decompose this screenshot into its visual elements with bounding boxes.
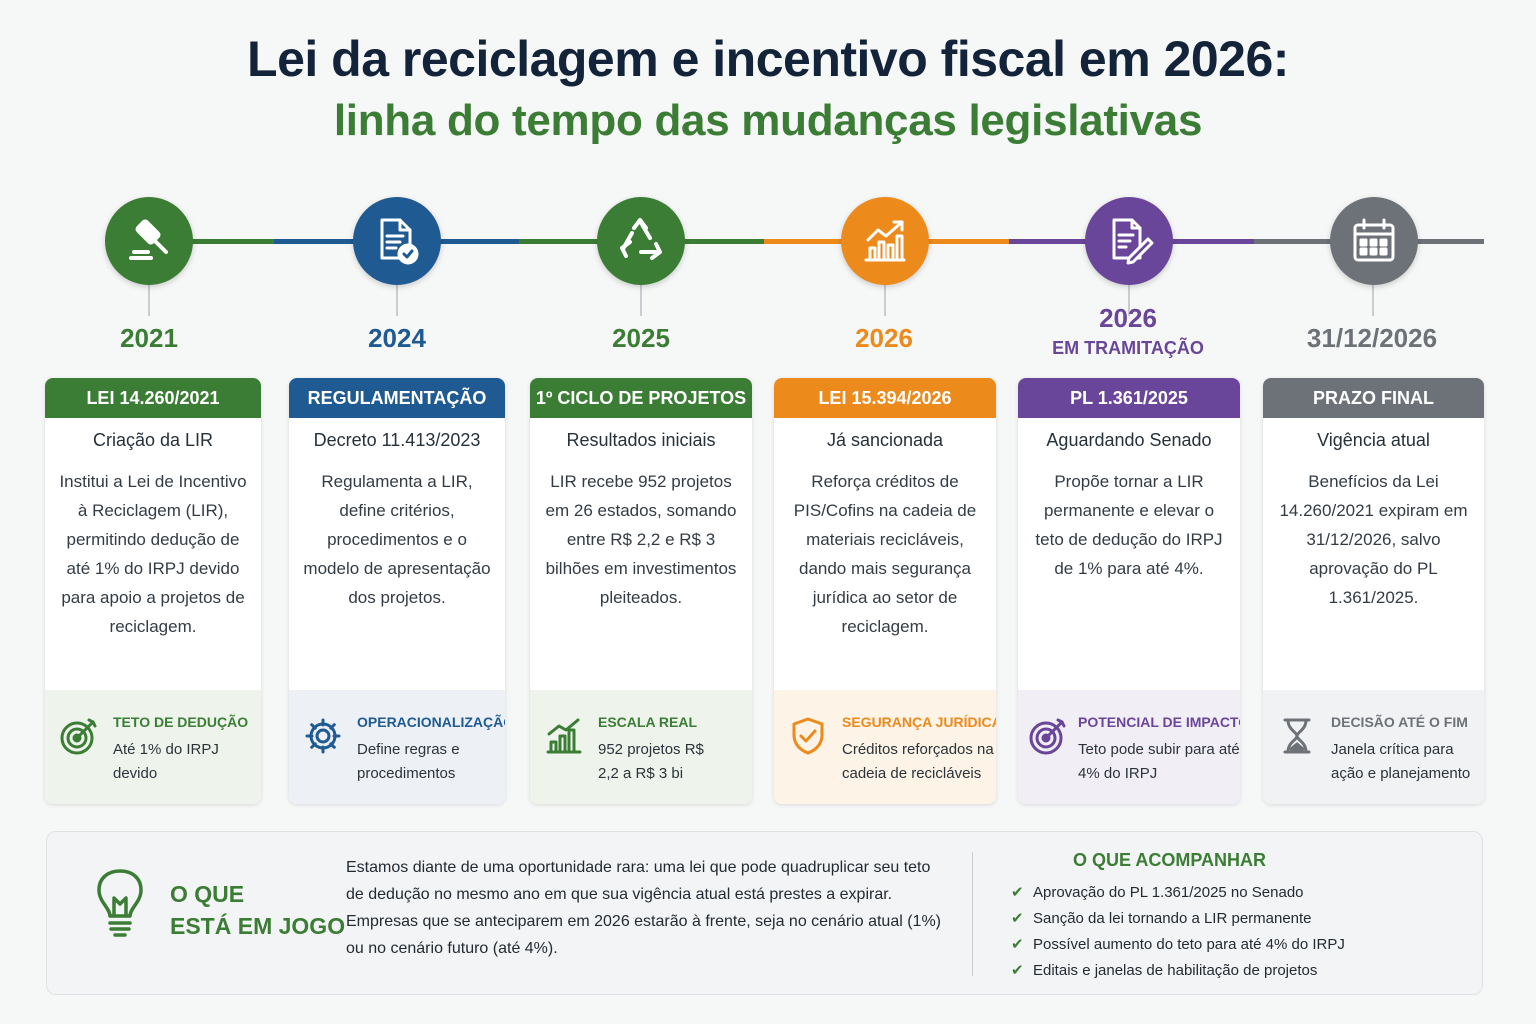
gear-icon bbox=[305, 718, 341, 754]
card-subtitle: Já sancionada bbox=[826, 430, 944, 450]
stakes-title-line: O QUE bbox=[170, 881, 245, 907]
card-title: 1º CICLO DE PROJETOS bbox=[530, 378, 752, 418]
calendar-icon bbox=[1353, 218, 1395, 262]
card-footer-description: Até 1% do IRPJ devido bbox=[113, 741, 219, 782]
milestone-card: PL 1.361/2025 Aguardando Senado Propõe t… bbox=[1018, 378, 1240, 804]
watch-item-label: Sanção da lei tornando a LIR permanente bbox=[1033, 910, 1312, 927]
year-status-label: EM TRAMITAÇÃO bbox=[1052, 338, 1204, 358]
timeline-stem bbox=[1128, 284, 1130, 316]
card-description: Benefícios da Lei 14.260/2021 expiram em… bbox=[1279, 472, 1468, 607]
stakes-text: Estamos diante de uma oportunidade rara:… bbox=[346, 859, 941, 957]
timeline-stem bbox=[640, 284, 642, 316]
card-footer-description: Teto pode subir para até 4% do IRPJ bbox=[1078, 741, 1240, 782]
card-title: LEI 15.394/2026 bbox=[774, 378, 996, 418]
card-footer-title: TETO DE DEDUÇÃO bbox=[113, 714, 249, 730]
card-footer: POTENCIAL DE IMPACTO Teto pode subir par… bbox=[1018, 690, 1240, 804]
watch-item-label: Editais e janelas de habilitação de proj… bbox=[1033, 962, 1318, 979]
card-footer-description: Define regras e procedimentos bbox=[357, 741, 460, 782]
watch-item: ✔ Editais e janelas de habilitação de pro… bbox=[1011, 958, 1345, 984]
target-icon bbox=[60, 718, 97, 755]
growth-chart-icon bbox=[864, 220, 906, 262]
watch-item: ✔ Possível aumento do teto para até 4% do… bbox=[1011, 932, 1345, 958]
card-title: LEI 14.260/2021 bbox=[45, 378, 261, 418]
card-description: LIR recebe 952 projetos em 26 estados, s… bbox=[545, 472, 737, 607]
milestone-card: LEI 15.394/2026 Já sancionada Reforça cr… bbox=[774, 378, 996, 804]
card-title: PL 1.361/2025 bbox=[1018, 378, 1240, 418]
card-title: PRAZO FINAL bbox=[1263, 378, 1484, 418]
stakes-title-line: ESTÁ EM JOGO bbox=[170, 913, 346, 939]
year-label: 31/12/2026 bbox=[1306, 323, 1438, 353]
milestone-node-2025 bbox=[597, 197, 685, 285]
target-icon bbox=[1029, 718, 1066, 755]
card-footer: TETO DE DEDUÇÃO Até 1% do IRPJ devido bbox=[45, 690, 261, 804]
card-footer: OPERACIONALIZAÇÃO Define regras e proced… bbox=[289, 690, 505, 804]
card-footer-description: Créditos reforçados na cadeia de reciclá… bbox=[842, 741, 994, 782]
year-label: 2026 bbox=[1099, 303, 1157, 333]
card-subtitle: Criação da LIR bbox=[92, 430, 214, 450]
page-title: Lei da reciclagem e incentivo fiscal em … bbox=[247, 31, 1289, 87]
year-label: 2025 bbox=[612, 323, 670, 353]
year-label: 2026 bbox=[855, 323, 913, 353]
card-footer-title: DECISÃO ATÉ O FIM bbox=[1331, 714, 1468, 730]
card-description: Regulamenta a LIR, define critérios, pro… bbox=[303, 472, 491, 607]
card-subtitle: Aguardando Senado bbox=[1046, 430, 1212, 450]
recycle-icon bbox=[620, 218, 662, 260]
card-subtitle: Resultados iniciais bbox=[566, 430, 716, 450]
card-footer-title: POTENCIAL DE IMPACTO bbox=[1078, 714, 1240, 730]
milestone-card: PRAZO FINAL Vigência atual Benefícios da… bbox=[1263, 378, 1484, 804]
milestone-card: 1º CICLO DE PROJETOS Resultados iniciais… bbox=[530, 378, 752, 804]
watch-title: O QUE ACOMPANHAR bbox=[1073, 850, 1266, 870]
milestone-node-2024 bbox=[353, 197, 441, 285]
shield-check-icon bbox=[792, 717, 824, 755]
year-label: 2021 bbox=[120, 323, 178, 353]
card-description: Institui a Lei de Incentivo à Reciclagem… bbox=[59, 472, 247, 636]
watch-item: ✔ Sanção da lei tornando a LIR permanente bbox=[1011, 906, 1345, 932]
card-footer-title: ESCALA REAL bbox=[598, 714, 698, 730]
card-description: Propõe tornar a LIR permanente e elevar … bbox=[1035, 472, 1223, 578]
check-icon: ✔ bbox=[1011, 936, 1024, 953]
document-check-icon bbox=[380, 218, 419, 265]
watch-item-label: Aprovação do PL 1.361/2025 no Senado bbox=[1033, 884, 1304, 901]
stakes-title: O QUE ESTÁ EM JOGO bbox=[170, 878, 345, 942]
milestone-card: LEI 14.260/2021 Criação da LIR Institui … bbox=[45, 378, 261, 804]
check-icon: ✔ bbox=[1011, 910, 1024, 927]
hourglass-icon bbox=[1283, 718, 1311, 754]
timeline-stem bbox=[148, 284, 150, 316]
card-subtitle: Vigência atual bbox=[1317, 430, 1430, 450]
card-footer: ESCALA REAL 952 projetos R$ 2,2 a R$ 3 b… bbox=[530, 690, 752, 804]
card-footer-description: Janela crítica para ação e planejamento bbox=[1331, 741, 1471, 782]
timeline-stem bbox=[884, 284, 886, 316]
milestone-node-2026 bbox=[841, 197, 929, 285]
card-footer-title: SEGURANÇA JURÍDICA bbox=[842, 714, 996, 730]
timeline-stem bbox=[1372, 284, 1374, 316]
bar-chart-icon bbox=[546, 718, 582, 754]
card-title: REGULAMENTAÇÃO bbox=[289, 378, 505, 418]
timeline-segment bbox=[149, 239, 274, 244]
card-footer-description: 952 projetos R$ 2,2 a R$ 3 bi bbox=[598, 741, 704, 782]
milestone-card: REGULAMENTAÇÃO Decreto 11.413/2023 Regul… bbox=[289, 378, 505, 804]
year-label: 2024 bbox=[368, 323, 426, 353]
card-subtitle: Decreto 11.413/2023 bbox=[313, 430, 481, 450]
watch-item-label: Possível aumento do teto para até 4% do … bbox=[1033, 936, 1345, 953]
page-subtitle: linha do tempo das mudanças legislativas bbox=[333, 96, 1203, 145]
watch-item: ✔ Aprovação do PL 1.361/2025 no Senado bbox=[1011, 880, 1345, 906]
check-icon: ✔ bbox=[1011, 884, 1024, 901]
divider bbox=[972, 852, 973, 976]
card-footer: DECISÃO ATÉ O FIM Janela crítica para aç… bbox=[1263, 690, 1484, 804]
card-footer-title: OPERACIONALIZAÇÃO bbox=[357, 714, 505, 730]
card-description: Reforça créditos de PIS/Cofins na cadeia… bbox=[793, 472, 977, 636]
lightbulb-icon bbox=[97, 869, 143, 937]
card-footer: SEGURANÇA JURÍDICA Créditos reforçados n… bbox=[774, 690, 996, 804]
milestone-node-2021 bbox=[105, 197, 193, 285]
check-icon: ✔ bbox=[1011, 962, 1024, 979]
document-pen-icon bbox=[1112, 218, 1154, 265]
milestone-node-2026-tramitacao bbox=[1085, 197, 1173, 285]
timeline-stem bbox=[396, 284, 398, 316]
gavel-icon bbox=[129, 219, 168, 260]
stakes-panel: O QUE ESTÁ EM JOGO Estamos diante de uma… bbox=[46, 831, 1483, 995]
watch-list: ✔ Aprovação do PL 1.361/2025 no Senado ✔ S… bbox=[1011, 880, 1345, 984]
milestone-node-prazo-final bbox=[1330, 197, 1418, 285]
